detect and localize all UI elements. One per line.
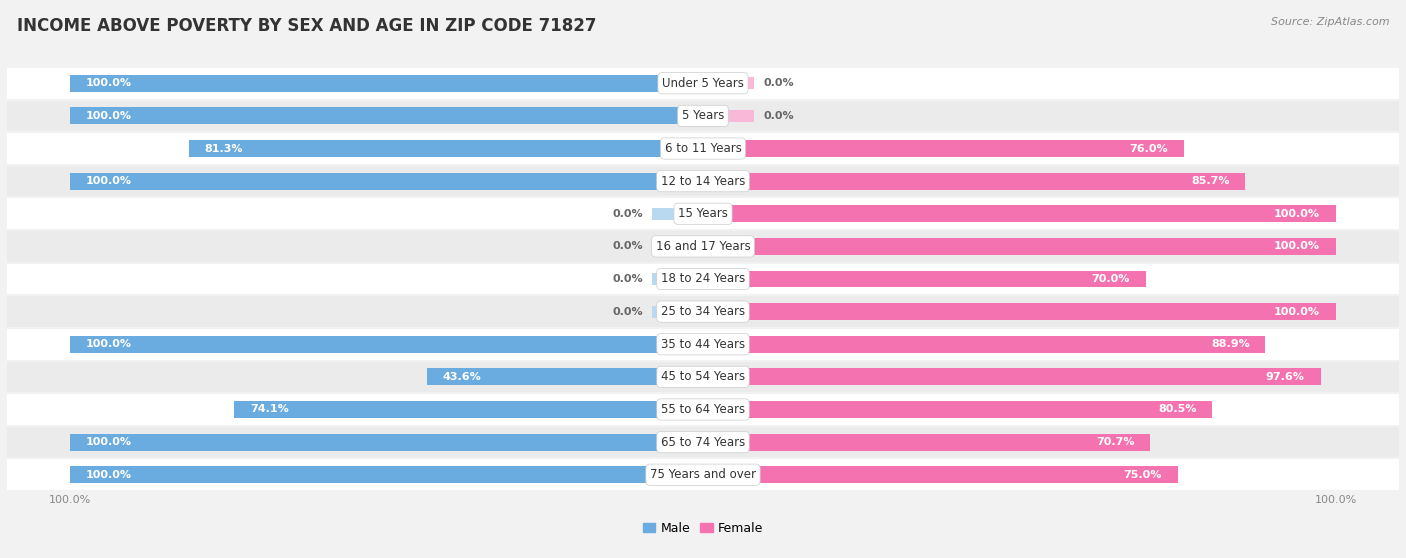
Text: 85.7%: 85.7% — [1191, 176, 1229, 186]
Bar — [7, 426, 1399, 458]
Text: 75 Years and over: 75 Years and over — [650, 468, 756, 481]
Text: 65 to 74 Years: 65 to 74 Years — [661, 436, 745, 449]
Text: 100.0%: 100.0% — [86, 339, 132, 349]
Text: 35 to 44 Years: 35 to 44 Years — [661, 338, 745, 351]
Bar — [7, 68, 1399, 99]
Text: 6 to 11 Years: 6 to 11 Years — [665, 142, 741, 155]
Bar — [703, 336, 1265, 353]
Bar — [703, 434, 1150, 451]
Bar — [703, 78, 754, 89]
Bar — [7, 263, 1399, 295]
Legend: Male, Female: Male, Female — [638, 517, 768, 540]
Text: 97.6%: 97.6% — [1265, 372, 1305, 382]
Bar — [652, 240, 703, 252]
Bar — [7, 328, 1399, 360]
Bar — [703, 205, 1336, 222]
Bar — [7, 100, 1399, 132]
Text: 70.0%: 70.0% — [1091, 274, 1130, 284]
Bar — [70, 75, 703, 92]
Text: 88.9%: 88.9% — [1211, 339, 1250, 349]
Text: 0.0%: 0.0% — [612, 274, 643, 284]
Text: 75.0%: 75.0% — [1123, 470, 1161, 480]
Text: 74.1%: 74.1% — [250, 405, 288, 415]
Text: 100.0%: 100.0% — [86, 470, 132, 480]
Text: 100.0%: 100.0% — [1274, 307, 1320, 316]
Bar — [7, 165, 1399, 197]
Text: 16 and 17 Years: 16 and 17 Years — [655, 240, 751, 253]
Text: 15 Years: 15 Years — [678, 207, 728, 220]
Text: 45 to 54 Years: 45 to 54 Years — [661, 371, 745, 383]
Bar — [7, 230, 1399, 262]
Bar — [703, 368, 1320, 386]
Text: 80.5%: 80.5% — [1159, 405, 1197, 415]
Bar — [70, 466, 703, 483]
Bar — [652, 306, 703, 318]
Bar — [703, 401, 1212, 418]
Bar — [652, 208, 703, 220]
Text: Under 5 Years: Under 5 Years — [662, 77, 744, 90]
Text: 43.6%: 43.6% — [443, 372, 482, 382]
Text: 100.0%: 100.0% — [86, 176, 132, 186]
Bar — [703, 271, 1146, 287]
Text: 55 to 64 Years: 55 to 64 Years — [661, 403, 745, 416]
Bar — [703, 238, 1336, 255]
Bar — [70, 107, 703, 124]
Bar — [7, 393, 1399, 425]
Bar — [7, 361, 1399, 393]
Text: 81.3%: 81.3% — [204, 143, 243, 153]
Text: 0.0%: 0.0% — [612, 209, 643, 219]
Bar — [70, 434, 703, 451]
Bar — [70, 336, 703, 353]
Text: Source: ZipAtlas.com: Source: ZipAtlas.com — [1271, 17, 1389, 27]
Text: 18 to 24 Years: 18 to 24 Years — [661, 272, 745, 286]
Text: 100.0%: 100.0% — [86, 437, 132, 447]
Text: INCOME ABOVE POVERTY BY SEX AND AGE IN ZIP CODE 71827: INCOME ABOVE POVERTY BY SEX AND AGE IN Z… — [17, 17, 596, 35]
Text: 25 to 34 Years: 25 to 34 Years — [661, 305, 745, 318]
Text: 100.0%: 100.0% — [1274, 242, 1320, 251]
Bar — [235, 401, 703, 418]
Bar — [652, 273, 703, 285]
Bar — [7, 198, 1399, 230]
Text: 70.7%: 70.7% — [1097, 437, 1135, 447]
Bar — [427, 368, 703, 386]
Text: 0.0%: 0.0% — [612, 307, 643, 316]
Text: 100.0%: 100.0% — [1274, 209, 1320, 219]
Text: 5 Years: 5 Years — [682, 109, 724, 122]
Bar — [703, 172, 1246, 190]
Text: 100.0%: 100.0% — [86, 111, 132, 121]
Bar — [703, 466, 1178, 483]
Text: 76.0%: 76.0% — [1129, 143, 1168, 153]
Bar — [7, 296, 1399, 328]
Text: 100.0%: 100.0% — [86, 78, 132, 88]
Text: 0.0%: 0.0% — [763, 111, 794, 121]
Bar — [70, 172, 703, 190]
Text: 12 to 14 Years: 12 to 14 Years — [661, 175, 745, 187]
Bar — [703, 303, 1336, 320]
Text: 0.0%: 0.0% — [612, 242, 643, 251]
Bar — [703, 110, 754, 122]
Text: 0.0%: 0.0% — [763, 78, 794, 88]
Bar — [7, 133, 1399, 165]
Bar — [7, 459, 1399, 490]
Bar — [703, 140, 1184, 157]
Bar — [188, 140, 703, 157]
